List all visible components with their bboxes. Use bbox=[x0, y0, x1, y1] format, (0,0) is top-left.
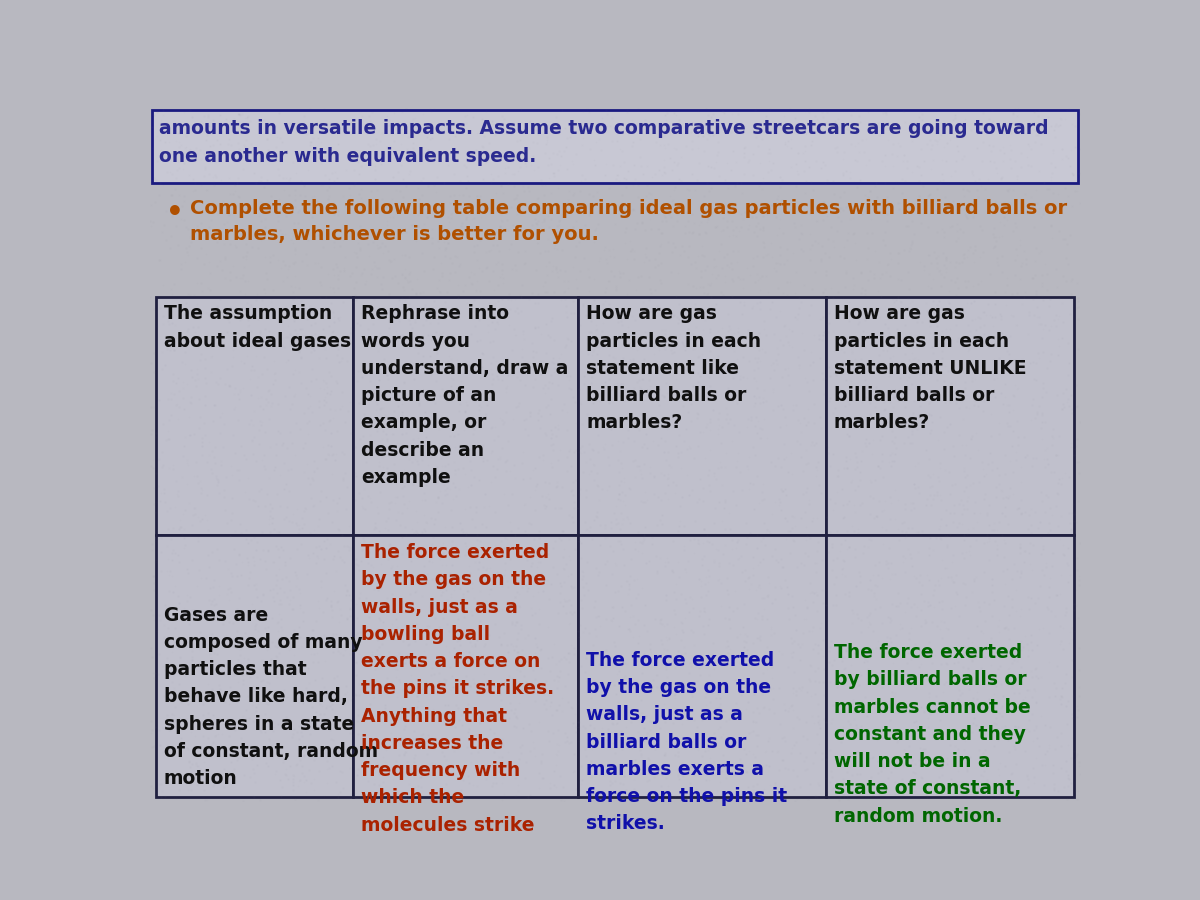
Bar bbox=[578, 297, 826, 536]
Bar bbox=[826, 297, 1074, 536]
Text: Complete the following table comparing ideal gas particles with billiard balls o: Complete the following table comparing i… bbox=[191, 199, 1068, 218]
Text: The force exerted
by billiard balls or
marbles cannot be
constant and they
will : The force exerted by billiard balls or m… bbox=[834, 644, 1031, 825]
Text: The assumption
about ideal gases: The assumption about ideal gases bbox=[164, 304, 352, 351]
Text: The force exerted
by the gas on the
walls, just as a
bowling ball
exerts a force: The force exerted by the gas on the wall… bbox=[361, 543, 554, 834]
Bar bbox=[156, 297, 354, 536]
Text: •: • bbox=[166, 199, 184, 227]
Text: one another with equivalent speed.: one another with equivalent speed. bbox=[160, 147, 536, 166]
Text: Rephrase into
words you
understand, draw a
picture of an
example, or
describe an: Rephrase into words you understand, draw… bbox=[361, 304, 569, 487]
Bar bbox=[354, 536, 578, 797]
Bar bbox=[151, 110, 1079, 183]
Text: The force exerted
by the gas on the
walls, just as a
billiard balls or
marbles e: The force exerted by the gas on the wall… bbox=[586, 651, 787, 833]
Text: Gases are
composed of many
particles that
behave like hard,
spheres in a state
o: Gases are composed of many particles tha… bbox=[164, 606, 378, 788]
Text: How are gas
particles in each
statement like
billiard balls or
marbles?: How are gas particles in each statement … bbox=[586, 304, 761, 432]
Bar bbox=[826, 536, 1074, 797]
Text: marbles, whichever is better for you.: marbles, whichever is better for you. bbox=[191, 225, 599, 244]
Text: amounts in versatile impacts. Assume two comparative streetcars are going toward: amounts in versatile impacts. Assume two… bbox=[160, 119, 1049, 138]
Bar bbox=[354, 297, 578, 536]
Text: How are gas
particles in each
statement UNLIKE
billiard balls or
marbles?: How are gas particles in each statement … bbox=[834, 304, 1026, 432]
Bar bbox=[578, 536, 826, 797]
Bar bbox=[156, 536, 354, 797]
